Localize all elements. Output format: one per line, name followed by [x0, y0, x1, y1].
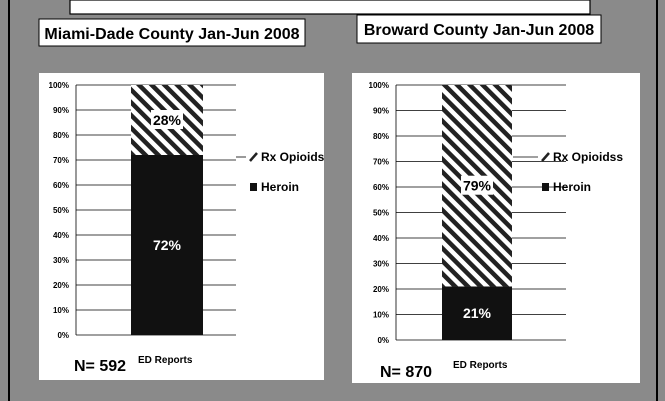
- data-label: 28%: [153, 112, 182, 128]
- y-tick-label: 100%: [369, 81, 389, 90]
- y-tick-label: 80%: [53, 131, 69, 140]
- data-label: 21%: [463, 305, 492, 321]
- legend-label: Rx Opioids: [261, 150, 325, 164]
- legend-swatch-rx-opioids: [541, 152, 550, 162]
- y-tick-label: 50%: [53, 206, 69, 215]
- y-tick-label: 10%: [53, 306, 69, 315]
- x-label-broward: ED Reports: [453, 360, 508, 371]
- x-label-miami: ED Reports: [138, 355, 193, 366]
- y-tick-label: 60%: [53, 181, 69, 190]
- y-tick-label: 30%: [373, 260, 389, 269]
- y-tick-label: 70%: [53, 156, 69, 165]
- data-label-bg: [461, 175, 493, 195]
- y-tick-label: 40%: [373, 234, 389, 243]
- title-box-miami: [38, 18, 306, 47]
- legend-swatch-rx-opioids: [249, 152, 258, 162]
- legend-label: Rx Opioidss: [553, 150, 623, 164]
- chart-broward: 0% 10% 20% 30% 40% 50% 60% 70% 80% 90% 100% 21% 79% R…: [369, 81, 624, 345]
- y-tick-label: 80%: [373, 132, 389, 141]
- y-tick-label: 30%: [53, 256, 69, 265]
- legend-swatch-heroin: [250, 183, 257, 191]
- y-tick-label: 0%: [377, 336, 389, 345]
- chart-miami: 0% 10% 20% 30% 40% 50% 60% 70% 80% 90% 100% 72% 28% R…: [49, 81, 325, 340]
- y-tick-label: 10%: [373, 311, 389, 320]
- header-bar: [69, 0, 591, 15]
- y-tick-label: 20%: [373, 285, 389, 294]
- y-tick-label: 50%: [373, 209, 389, 218]
- y-tick-label: 90%: [53, 106, 69, 115]
- bar-segment-heroin: [442, 286, 512, 340]
- legend-label: Heroin: [553, 180, 591, 194]
- bar-segment-heroin: [131, 155, 203, 335]
- y-tick-label: 100%: [49, 81, 69, 90]
- data-label: 79%: [463, 178, 492, 194]
- n-label-miami: N= 592: [74, 358, 126, 375]
- y-tick-label: 90%: [373, 107, 389, 116]
- data-label: 72%: [153, 237, 182, 253]
- y-tick-label: 40%: [53, 231, 69, 240]
- title-box-broward: [356, 14, 602, 44]
- legend-label: Heroin: [261, 180, 299, 194]
- chart-title-broward: Broward County Jan-Jun 2008: [364, 22, 594, 39]
- n-label-broward: N= 870: [380, 364, 432, 381]
- y-tick-label: 60%: [373, 183, 389, 192]
- data-label-bg: [151, 110, 183, 129]
- y-tick-label: 70%: [373, 158, 389, 167]
- legend-swatch-heroin: [542, 183, 549, 191]
- y-tick-label: 20%: [53, 281, 69, 290]
- y-tick-label: 0%: [57, 331, 69, 340]
- chart-title-miami: Miami-Dade County Jan-Jun 2008: [44, 26, 299, 43]
